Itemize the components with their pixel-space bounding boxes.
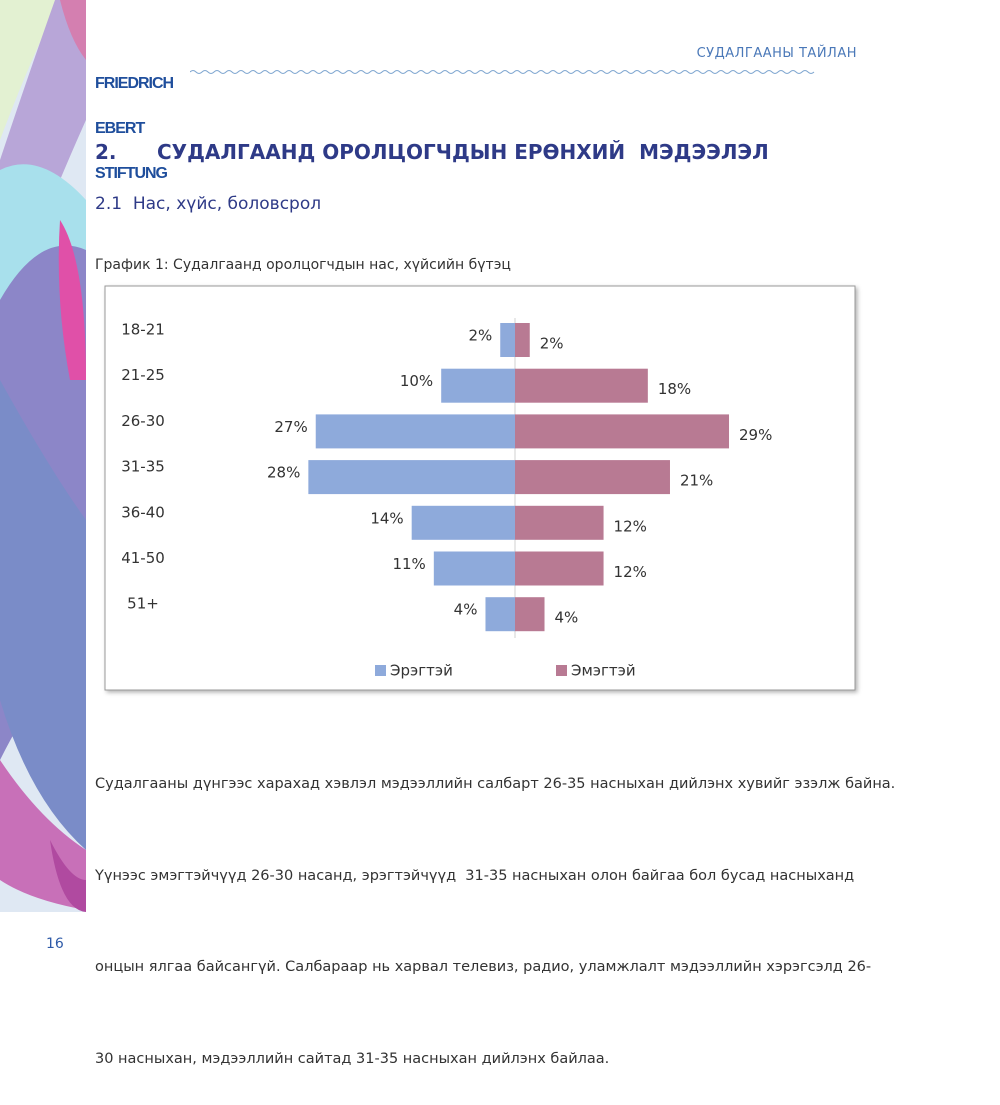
bar: [308, 460, 515, 495]
section-title: СУДАЛГААНД ОРОЛЦОГЧДЫН ЕРӨНХИЙ МЭДЭЭЛЭЛ: [157, 140, 769, 164]
data-label: 29%: [739, 426, 772, 444]
data-label: 18%: [658, 380, 691, 398]
header-rule: [190, 70, 815, 74]
bar: [500, 323, 515, 357]
data-label: 28%: [267, 464, 300, 482]
bar: [515, 551, 604, 586]
data-label: 21%: [680, 472, 713, 490]
decoration: [0, 0, 86, 1000]
data-label: 4%: [555, 609, 579, 627]
data-label: 2%: [468, 327, 492, 345]
chart: 18-21 2% 2% 21-25 10% 18% 26-30 27% 29% 31-35 28% 2…: [104, 285, 856, 691]
data-label: 4%: [454, 601, 478, 619]
data-label: 14%: [370, 509, 403, 527]
data-label: 10%: [400, 372, 433, 390]
category-label: 26-30: [121, 412, 165, 430]
bar: [515, 414, 730, 449]
bar: [411, 505, 515, 540]
category-label: 21-25: [121, 366, 165, 384]
bar: [515, 597, 545, 632]
category-label: 36-40: [121, 503, 165, 521]
data-label: 12%: [614, 563, 647, 581]
data-label: 12%: [614, 517, 647, 535]
category-label: 31-35: [121, 458, 165, 476]
category-label: 18-21: [121, 321, 165, 339]
legend-marker: [375, 665, 386, 676]
logo-line: STIFTUNG: [95, 165, 168, 182]
paragraph-line: онцын ялгаа байсангүй. Салбараар нь харв…: [95, 959, 872, 975]
page-body: FRIEDRICH EBERT STIFTUNG СУДАЛГААНЫ ТАЙЛ…: [0, 0, 896, 1067]
logo-line: EBERT: [95, 120, 145, 137]
subsection-title: 2.1 Нас, хүйс, боловсрол: [95, 194, 322, 214]
data-label: 2%: [540, 335, 564, 353]
paragraph-line: Үүнээс эмэгтэйчүүд 26-30 насанд, эрэгтэй…: [95, 867, 855, 884]
logo-line: FRIEDRICH: [95, 75, 174, 92]
bar: [441, 368, 515, 403]
data-label: 27%: [274, 418, 307, 436]
bar: [485, 597, 515, 632]
paragraph: Судалгааны дүнгээс харахад хэвлэл мэдээл…: [95, 708, 895, 1105]
section-number: 2.: [95, 140, 117, 164]
page: Page {"header": {"logo": ["FRIEDRICH", "…: [0, 0, 896, 1067]
bar: [433, 551, 515, 586]
bar: [515, 505, 604, 540]
paragraph-line: 30 насныхан, мэдээллийн сайтад 31-35 нас…: [95, 1050, 610, 1067]
paragraph-line: Судалгааны дүнгээс харахад хэвлэл мэдээл…: [95, 776, 896, 792]
bar: [515, 323, 530, 357]
bar: [515, 368, 648, 403]
logo: FRIEDRICH EBERT STIFTUNG: [95, 46, 174, 196]
running-title: СУДАЛГААНЫ ТАЙЛАН: [696, 46, 857, 61]
bar: [315, 414, 515, 449]
page-number: 16: [46, 936, 64, 952]
chart-caption: График 1: Судалгаанд оролцогчдын нас, хү…: [95, 257, 511, 273]
legend-label: Эмэгтэй: [571, 662, 636, 680]
bar: [515, 460, 670, 495]
data-label: 11%: [392, 555, 425, 573]
legend-label: Эрэгтэй: [390, 662, 453, 680]
category-label: 51+: [127, 595, 159, 613]
category-label: 41-50: [121, 549, 165, 567]
legend-marker: [556, 665, 567, 676]
